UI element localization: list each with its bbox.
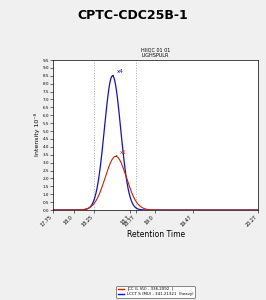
Text: CPTC-CDC25B-1: CPTC-CDC25B-1 (78, 9, 188, 22)
Text: x1: x1 (116, 150, 127, 156)
Title: HIIQC 01 01
LIGHSPULR: HIIQC 01 01 LIGHSPULR (141, 47, 170, 58)
Legend: JCC (L VU) - 336.2092  |, LCCT S (MU) - 341.21321  (heavy): JCC (L VU) - 336.2092 |, LCCT S (MU) - 3… (116, 286, 195, 298)
X-axis label: Retention Time: Retention Time (127, 230, 185, 239)
Text: x4: x4 (113, 69, 123, 76)
Y-axis label: Intensity 10⁻⁸: Intensity 10⁻⁸ (34, 113, 40, 157)
